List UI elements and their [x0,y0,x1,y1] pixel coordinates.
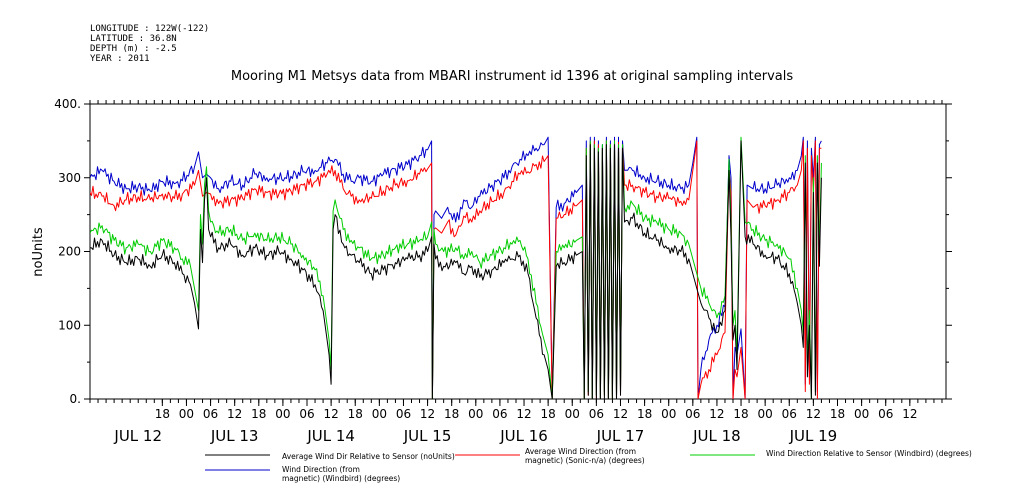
legend-label-2: Average Wind Direction (from [525,447,636,456]
x-tick-label: 06 [203,407,218,421]
x-tick-label: 12 [420,407,435,421]
x-tick-label: 06 [782,407,797,421]
y-tick-label: 300 [58,171,81,185]
legend-label-4: magnetic) (Windbird) (degrees) [282,474,400,483]
x-date-label: JUL 16 [499,427,548,445]
meta-longitude: LONGITUDE : 122W(-122) [90,24,209,34]
series-line-3 [90,136,822,399]
x-tick-label: 06 [492,407,507,421]
x-tick-label: 00 [179,407,194,421]
x-tick-label: 18 [637,407,652,421]
x-tick-label: 06 [299,407,314,421]
x-tick-label: 12 [806,407,821,421]
x-date-label: JUL 19 [789,427,838,445]
series-line-4 [90,140,822,399]
x-tick-label: 18 [444,407,459,421]
x-tick-label: 00 [468,407,483,421]
x-axis: 18 00 06 12 18 00 06 12 18 00 06 12 18 00 06 12 18 00 06 12… [89,100,943,445]
x-date-label: JUL 13 [210,427,259,445]
y-axis: 0. 100 200 300 400. [54,97,952,406]
x-tick-label: 06 [589,407,604,421]
y-tick-label: 200 [58,245,81,259]
x-tick-label: 12 [709,407,724,421]
x-tick-label: 18 [541,407,556,421]
x-tick-label: 18 [251,407,266,421]
y-tick-label: 400. [54,97,81,111]
x-tick-label: 18 [348,407,363,421]
x-tick-label: 06 [878,407,893,421]
x-tick-label: 18 [733,407,748,421]
legend-label-1: Average Wind Dir Relative to Sensor (noU… [282,452,455,461]
legend-label-4: Wind Direction (from [282,465,360,474]
x-tick-label: 12 [227,407,242,421]
x-date-label: JUL 12 [113,427,162,445]
x-tick-label: 12 [902,407,917,421]
x-date-label: JUL 17 [596,427,645,445]
x-tick-label: 12 [516,407,531,421]
meta-year: YEAR : 2011 [90,54,150,64]
chart-title: Mooring M1 Metsys data from MBARI instru… [231,69,793,84]
x-tick-label: 00 [661,407,676,421]
x-tick-label: 06 [396,407,411,421]
x-tick-label: 18 [830,407,845,421]
x-tick-label: 00 [758,407,773,421]
legend: Average Wind Dir Relative to Sensor (noU… [205,447,972,483]
meta-depth: DEPTH (m) : -2.5 [90,44,177,54]
x-tick-label: 00 [565,407,580,421]
x-tick-label: 00 [372,407,387,421]
meta-latitude: LATITUDE : 36.8N [90,34,177,44]
y-tick-label: 0. [70,392,81,406]
y-tick-label: 100 [58,318,81,332]
x-tick-label: 00 [275,407,290,421]
series-layer [90,136,822,399]
x-tick-label: 12 [613,407,628,421]
x-tick-label: 06 [685,407,700,421]
x-tick-label: 12 [323,407,338,421]
legend-label-3: Wind Direction Relative to Sensor (Windb… [766,449,972,458]
legend-label-2: magnetic) (Sonic-n/a) (degrees) [525,456,645,465]
x-date-label: JUL 18 [692,427,741,445]
x-date-label: JUL 14 [306,427,355,445]
x-tick-label: 00 [854,407,869,421]
x-tick-label: 18 [155,407,170,421]
x-date-label: JUL 15 [403,427,452,445]
y-axis-label: noUnits [31,227,46,277]
